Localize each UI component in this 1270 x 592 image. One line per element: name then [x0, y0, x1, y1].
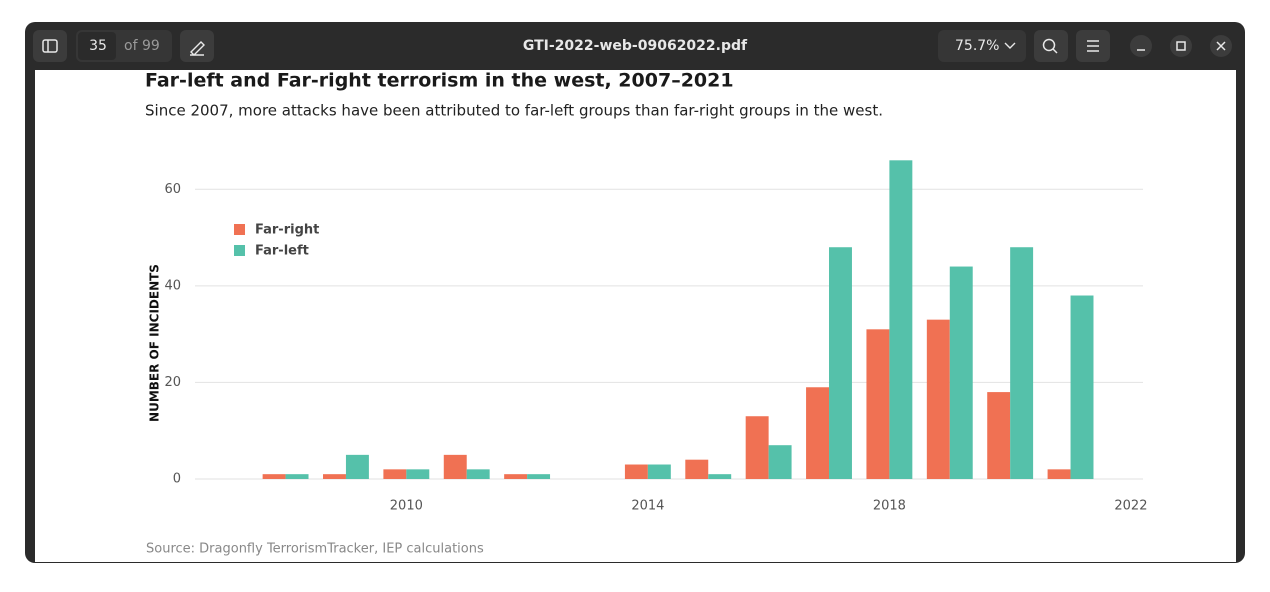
legend-label: Far-right [255, 223, 319, 238]
bar [708, 474, 732, 479]
x-tick-label: 2014 [631, 499, 664, 514]
bar [323, 474, 346, 479]
y-tick-label: 20 [164, 375, 181, 390]
bar [504, 474, 528, 479]
y-tick-label: 60 [164, 182, 181, 197]
bar [685, 459, 709, 479]
search-icon [1042, 38, 1056, 52]
x-tick-label: 2010 [390, 499, 423, 514]
y-tick-label: 0 [173, 472, 181, 487]
bar [866, 329, 890, 479]
minimize-button[interactable] [1130, 35, 1152, 57]
bar [443, 454, 467, 479]
bar [527, 474, 551, 479]
bar [949, 266, 973, 479]
chart-title: Far-left and Far-right terrorism in the … [145, 70, 734, 92]
zoom-button[interactable] [938, 30, 1026, 62]
bar [1010, 247, 1034, 479]
bar [466, 469, 490, 479]
page-total: of 99 [124, 38, 160, 54]
chart-subtitle: Since 2007, more attacks have been attri… [145, 102, 883, 120]
x-tick-label: 2018 [873, 499, 906, 514]
bar [624, 464, 648, 479]
filename: GTI-2022-web-09062022.pdf [523, 38, 748, 54]
close-icon [1216, 41, 1226, 51]
footer-clip: GLOBAL TERRORISM INDEX 2022 | 63 [537, 560, 744, 573]
bar [345, 454, 369, 479]
x-tick-label: 2022 [1114, 499, 1147, 514]
maximize-button[interactable] [1170, 35, 1192, 57]
legend-label: Far-left [255, 244, 309, 259]
bar [829, 247, 852, 479]
zoom-level: 75.7% [955, 38, 999, 54]
bar [806, 387, 830, 479]
bar [745, 416, 769, 479]
sidebar-button[interactable] [33, 30, 67, 62]
source: Source: Dragonfly TerrorismTracker, IEP … [146, 542, 484, 557]
legend-swatch [234, 245, 245, 256]
y-axis-label: NUMBER OF INCIDENTS [148, 264, 162, 422]
maximize-icon [1176, 41, 1186, 51]
bar [889, 160, 913, 480]
bar [285, 474, 309, 479]
menu-icon [1087, 40, 1099, 52]
bar [768, 445, 792, 479]
chevron [1004, 42, 1016, 49]
sidebar-icon [42, 39, 58, 53]
search-button[interactable] [1034, 30, 1068, 62]
bar [987, 392, 1011, 479]
bar [647, 464, 671, 479]
bar [1047, 469, 1071, 479]
footer: GLOBAL TERRORISM INDEX 2022 | 63 [537, 560, 744, 573]
page-number: 35 [89, 38, 107, 54]
legend-swatch [234, 224, 245, 235]
bar [926, 319, 950, 479]
bar [262, 474, 286, 479]
y-tick-label: 40 [164, 278, 181, 293]
bar [406, 469, 430, 479]
pdf-page [35, 70, 1236, 562]
bar [1070, 295, 1094, 479]
search-icon-handle [1052, 48, 1058, 54]
bar [383, 469, 407, 479]
pen-icon [190, 41, 205, 56]
page-input[interactable] [78, 32, 116, 60]
